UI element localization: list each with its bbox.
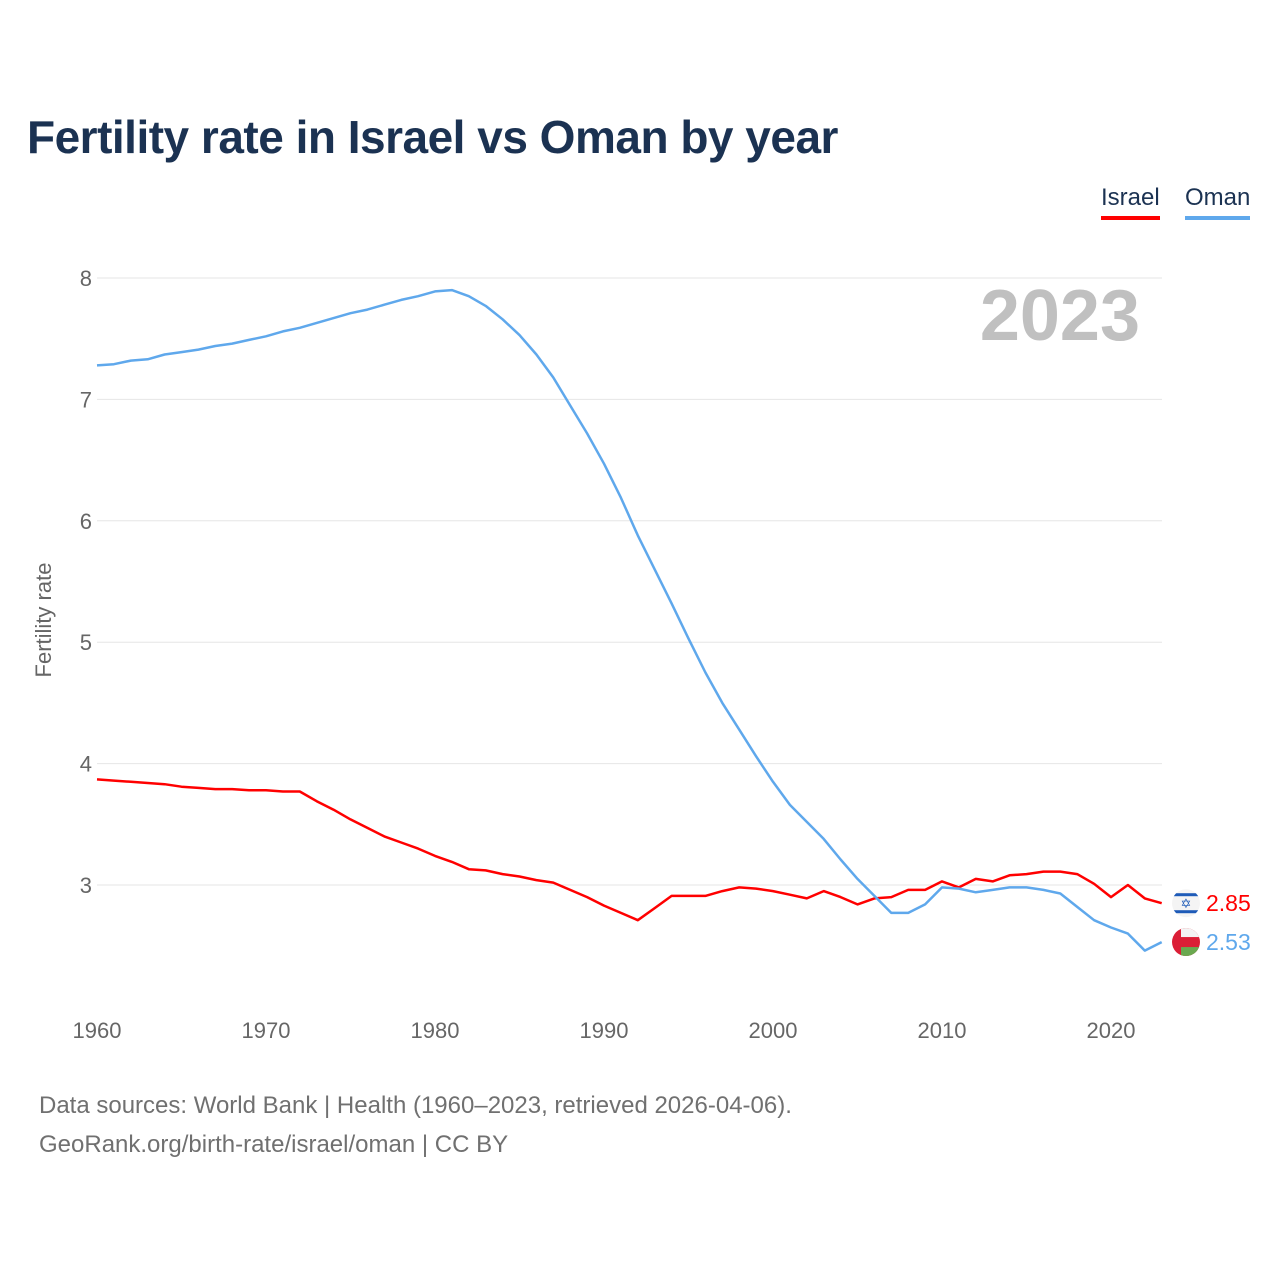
svg-text:✡: ✡ bbox=[1181, 896, 1192, 911]
x-tick-label: 2010 bbox=[918, 1018, 967, 1043]
x-tick-label: 1980 bbox=[411, 1018, 460, 1043]
x-tick-label: 1970 bbox=[242, 1018, 291, 1043]
y-tick-label: 4 bbox=[80, 752, 92, 777]
series-line-oman bbox=[96, 288, 1163, 952]
x-tick-label: 1960 bbox=[73, 1018, 122, 1043]
chart-title: Fertility rate in Israel vs Oman by year bbox=[27, 111, 838, 163]
footer: Data sources: World Bank | Health (1960–… bbox=[39, 1086, 792, 1164]
legend-item-oman[interactable]: Oman bbox=[1185, 184, 1251, 220]
end-value-label-israel: 2.85 bbox=[1206, 890, 1251, 916]
end-value-label-oman: 2.53 bbox=[1206, 929, 1251, 955]
legend-item-israel[interactable]: Israel bbox=[1101, 184, 1160, 220]
y-tick-label: 8 bbox=[80, 266, 92, 291]
oman-flag-icon bbox=[1172, 928, 1200, 957]
israel-flag-icon: ✡ bbox=[1172, 889, 1200, 918]
x-tick-label: 1990 bbox=[580, 1018, 629, 1043]
x-tick-label: 2020 bbox=[1087, 1018, 1136, 1043]
x-tick-label: 2000 bbox=[749, 1018, 798, 1043]
y-tick-label: 6 bbox=[80, 509, 92, 534]
y-tick-label: 7 bbox=[80, 387, 92, 412]
source-link[interactable]: GeoRank.org/birth-rate/israel/oman | CC … bbox=[39, 1131, 509, 1158]
year-watermark: 2023 bbox=[980, 276, 1140, 356]
y-axis-label: Fertility rate bbox=[31, 563, 56, 678]
y-tick-label: 3 bbox=[80, 873, 92, 898]
y-tick-label: 5 bbox=[80, 630, 92, 655]
series-line-israel bbox=[96, 778, 1163, 922]
data-source-text: Data sources: World Bank | Health (1960–… bbox=[39, 1092, 792, 1119]
